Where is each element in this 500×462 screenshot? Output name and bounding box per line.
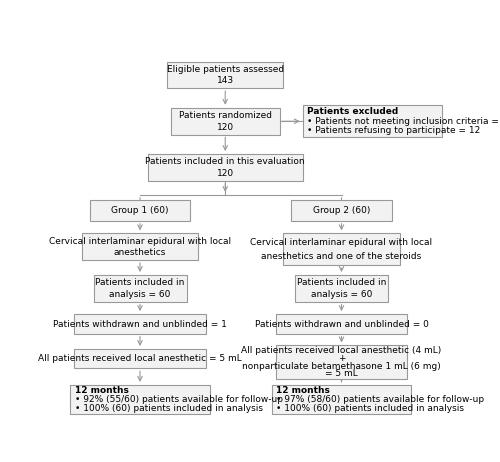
FancyBboxPatch shape: [82, 233, 198, 260]
Text: Group 2 (60): Group 2 (60): [313, 206, 370, 215]
FancyBboxPatch shape: [148, 154, 303, 181]
Text: anesthetics and one of the steroids: anesthetics and one of the steroids: [262, 252, 422, 261]
Text: • 92% (55/60) patients available for follow-up: • 92% (55/60) patients available for fol…: [75, 395, 283, 404]
Text: All patients received local anesthetic = 5 mL: All patients received local anesthetic =…: [38, 354, 242, 363]
Text: 143: 143: [216, 76, 234, 85]
Text: Patients included in: Patients included in: [297, 278, 386, 287]
Text: Patients withdrawn and unblinded = 1: Patients withdrawn and unblinded = 1: [53, 320, 227, 328]
Text: Patients withdrawn and unblinded = 0: Patients withdrawn and unblinded = 0: [254, 320, 428, 328]
FancyBboxPatch shape: [295, 275, 388, 302]
Text: • Patients refusing to participate = 12: • Patients refusing to participate = 12: [308, 127, 480, 135]
Text: Patients included in: Patients included in: [96, 278, 184, 287]
FancyBboxPatch shape: [70, 385, 210, 414]
Text: Cervical interlaminar epidural with local: Cervical interlaminar epidural with loca…: [250, 238, 432, 247]
Text: 12 months: 12 months: [75, 386, 129, 395]
FancyBboxPatch shape: [90, 200, 190, 221]
FancyBboxPatch shape: [94, 275, 186, 302]
Text: +: +: [338, 353, 345, 363]
Text: Eligible patients assessed: Eligible patients assessed: [166, 65, 284, 74]
FancyBboxPatch shape: [74, 314, 206, 334]
Text: Patients excluded: Patients excluded: [308, 107, 398, 116]
FancyBboxPatch shape: [272, 385, 411, 414]
FancyBboxPatch shape: [284, 233, 400, 265]
Text: analysis = 60: analysis = 60: [311, 290, 372, 299]
FancyBboxPatch shape: [74, 349, 206, 368]
FancyBboxPatch shape: [291, 200, 392, 221]
Text: • 100% (60) patients included in analysis: • 100% (60) patients included in analysi…: [276, 404, 464, 413]
Text: • Patients not meeting inclusion criteria = 11: • Patients not meeting inclusion criteri…: [308, 117, 500, 126]
Text: 120: 120: [216, 122, 234, 132]
Text: • 97% (58/60) patients available for follow-up: • 97% (58/60) patients available for fol…: [276, 395, 484, 404]
Text: nonparticulate betamethasone 1 mL (6 mg): nonparticulate betamethasone 1 mL (6 mg): [242, 362, 441, 371]
Text: All patients received local anesthetic (4 mL): All patients received local anesthetic (…: [242, 346, 442, 355]
Text: analysis = 60: analysis = 60: [110, 290, 170, 299]
FancyBboxPatch shape: [276, 345, 407, 379]
Text: 120: 120: [216, 169, 234, 178]
Text: Cervical interlaminar epidural with local: Cervical interlaminar epidural with loca…: [49, 237, 231, 245]
Text: • 100% (60) patients included in analysis: • 100% (60) patients included in analysi…: [75, 404, 263, 413]
Text: = 5 mL: = 5 mL: [325, 370, 358, 378]
Text: Patients included in this evaluation: Patients included in this evaluation: [146, 157, 305, 166]
FancyBboxPatch shape: [171, 108, 280, 134]
FancyBboxPatch shape: [276, 314, 407, 334]
FancyBboxPatch shape: [167, 61, 284, 88]
FancyBboxPatch shape: [303, 105, 442, 137]
Text: Patients randomized: Patients randomized: [179, 111, 272, 120]
Text: 12 months: 12 months: [276, 386, 330, 395]
Text: Group 1 (60): Group 1 (60): [111, 206, 169, 215]
Text: anesthetics: anesthetics: [114, 248, 166, 257]
